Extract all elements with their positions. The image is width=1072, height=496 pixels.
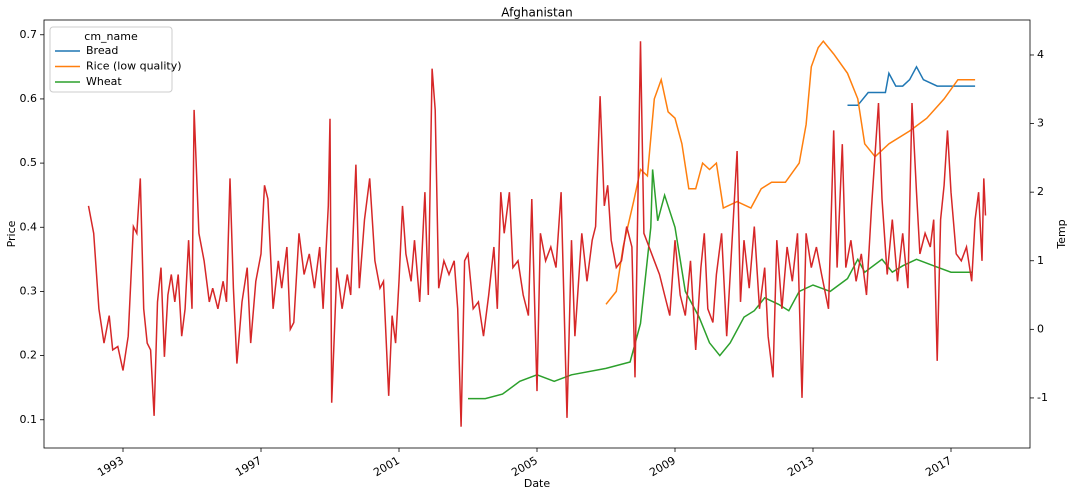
y-tick-label: 0.3 — [20, 284, 38, 297]
legend-label: Wheat — [86, 75, 122, 88]
series-line — [605, 40, 976, 305]
y2-tick-label: 1 — [1037, 254, 1044, 267]
legend-box — [49, 26, 173, 93]
y-tick-label: 0.2 — [20, 349, 38, 362]
x-tick-label: 2005 — [509, 454, 540, 479]
y-tick-label: 0.4 — [20, 220, 38, 233]
y2-tick-label: 2 — [1037, 185, 1044, 198]
y-tick-label: 0.7 — [20, 28, 38, 41]
y2-tick-label: 3 — [1037, 117, 1044, 130]
y2-axis-label: Temp — [1055, 219, 1068, 249]
y-tick-label: 0.1 — [20, 413, 38, 426]
legend-label: Rice (low quality) — [86, 60, 182, 73]
legend: cm_name Bread Rice (low quality) Wheat — [49, 26, 182, 93]
x-tick-label: 1997 — [233, 454, 264, 479]
series-line — [468, 169, 972, 400]
x-tick-label: 2013 — [785, 454, 816, 479]
x-tick-label: 1993 — [95, 454, 126, 479]
x-tick-label: 2009 — [647, 454, 678, 479]
legend-label: Bread — [86, 44, 118, 57]
y-tick-label: 0.5 — [20, 156, 38, 169]
y2-tick-label: 4 — [1037, 48, 1044, 61]
y2-tick-label: 0 — [1037, 322, 1044, 335]
y2-tick-label: -1 — [1037, 391, 1048, 404]
x-tick-label: 2017 — [923, 454, 954, 479]
x-tick-label: 2001 — [371, 454, 402, 479]
y-tick-label: 0.6 — [20, 92, 38, 105]
chart-title: Afghanistan — [501, 6, 572, 20]
series-line — [87, 41, 987, 427]
series-line — [847, 65, 976, 107]
legend-title: cm_name — [84, 30, 138, 43]
y-axis-label: Price — [5, 220, 18, 247]
x-axis-label: Date — [524, 477, 551, 490]
